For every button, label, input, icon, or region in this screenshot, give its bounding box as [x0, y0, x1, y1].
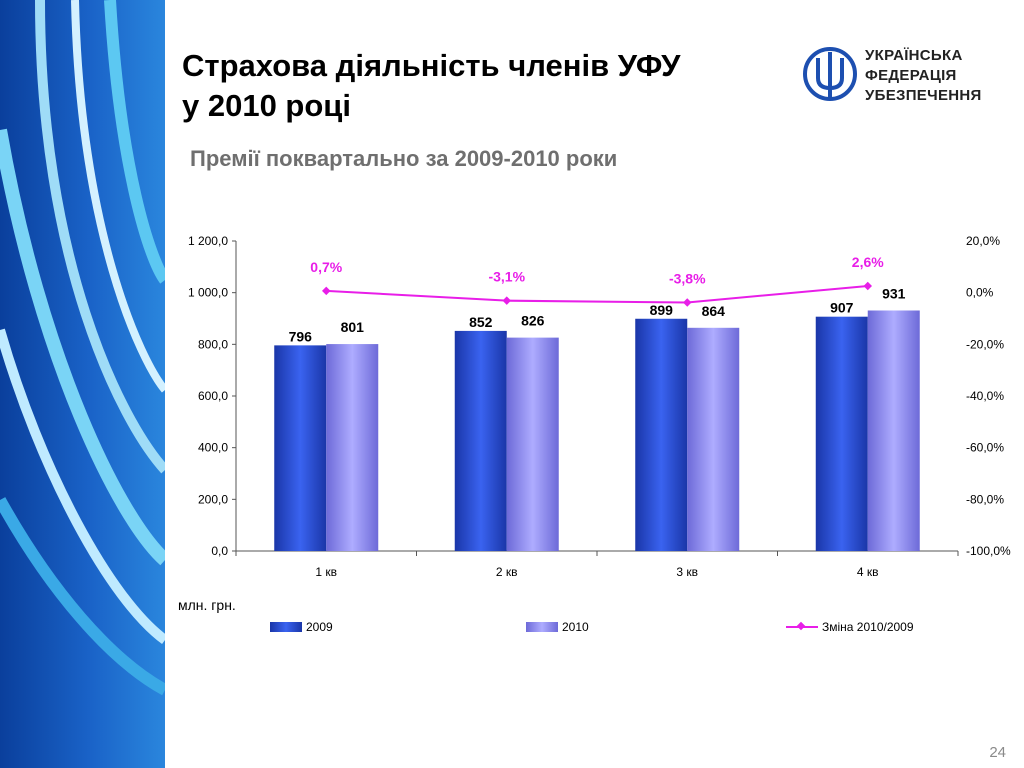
bar-2010	[506, 337, 559, 551]
legend-label-change: Зміна 2010/2009	[822, 620, 914, 634]
x-tick-label: 2 кв	[496, 565, 518, 579]
chart-legend: 2009 2010 Зміна 2010/2009	[0, 620, 1024, 638]
bar-2009	[454, 330, 507, 551]
bar-value-label: 931	[882, 285, 906, 301]
change-point	[683, 298, 692, 307]
y-left-tick-label: 1 000,0	[188, 286, 228, 300]
bar-2010	[867, 310, 920, 551]
bar-2009	[274, 345, 327, 551]
bar-2010	[687, 327, 740, 551]
change-value-label: -3,8%	[669, 270, 706, 286]
chart-subtitle: Премії поквартально за 2009-2010 роки	[190, 146, 618, 171]
logo-line3: УБЕЗПЕЧЕННЯ	[865, 87, 982, 104]
y-right-tick-label: -80,0%	[966, 492, 1004, 506]
y-left-tick-label: 0,0	[211, 544, 228, 558]
legend-swatch-2009	[270, 622, 302, 632]
logo-text: УКРАЇНСЬКА ФЕДЕРАЦІЯ УБЕЗПЕЧЕННЯ	[865, 46, 982, 106]
slide-title-line2: у 2010 році	[182, 88, 351, 123]
y-left-tick-label: 800,0	[198, 337, 228, 351]
change-value-label: 2,6%	[852, 254, 884, 270]
slide-title: Страхова діяльність членів УФУ у 2010 ро…	[182, 46, 680, 126]
unit-label: млн. грн.	[178, 597, 236, 613]
decorative-side-band	[0, 0, 165, 768]
y-right-tick-label: 20,0%	[966, 234, 1000, 248]
bar-2010	[326, 344, 379, 551]
logo: УКРАЇНСЬКА ФЕДЕРАЦІЯ УБЕЗПЕЧЕННЯ	[803, 44, 993, 108]
legend-item-2009: 2009	[270, 620, 333, 634]
y-left-tick-label: 1 200,0	[188, 234, 228, 248]
y-left-tick-label: 400,0	[198, 441, 228, 455]
y-left-tick-label: 600,0	[198, 389, 228, 403]
bar-value-label: 907	[830, 300, 854, 316]
legend-line-marker	[786, 621, 818, 633]
legend-swatch-2010	[526, 622, 558, 632]
x-tick-label: 3 кв	[676, 565, 698, 579]
legend-item-change: Зміна 2010/2009	[786, 620, 914, 634]
y-right-tick-label: 0,0%	[966, 286, 994, 300]
bar-value-label: 796	[289, 328, 313, 344]
change-value-label: -3,1%	[488, 269, 525, 285]
change-value-label: 0,7%	[310, 259, 342, 275]
bar-2009	[815, 316, 868, 551]
change-point	[863, 281, 872, 291]
y-right-tick-label: -60,0%	[966, 441, 1004, 455]
change-point	[322, 286, 331, 296]
bar-value-label: 864	[702, 303, 726, 319]
bar-value-label: 826	[521, 313, 545, 329]
trident-icon	[803, 47, 857, 101]
x-tick-label: 1 кв	[315, 565, 337, 579]
legend-label-2010: 2010	[562, 620, 589, 634]
y-left-tick-label: 200,0	[198, 492, 228, 506]
x-tick-label: 4 кв	[857, 565, 879, 579]
y-right-tick-label: -20,0%	[966, 337, 1004, 351]
bar-2009	[635, 318, 688, 551]
premiums-chart: 0,0 200,0 400,0 600,0 800,0 1 000,0 1 200,0 -10…	[188, 234, 1011, 579]
legend-label-2009: 2009	[306, 620, 333, 634]
change-line	[326, 284, 868, 304]
y-right-tick-label: -40,0%	[966, 389, 1004, 403]
legend-item-2010: 2010	[526, 620, 589, 634]
page-number: 24	[989, 744, 1006, 761]
bar-value-label: 801	[341, 319, 365, 335]
change-point	[502, 296, 511, 305]
y-right-tick-label: -100,0%	[966, 544, 1011, 558]
bar-value-label: 852	[469, 314, 493, 330]
slide-title-line1: Страхова діяльність членів УФУ	[182, 48, 681, 83]
logo-line2: ФЕДЕРАЦІЯ	[865, 67, 957, 84]
bar-value-label: 899	[650, 302, 674, 318]
logo-line1: УКРАЇНСЬКА	[865, 47, 963, 64]
